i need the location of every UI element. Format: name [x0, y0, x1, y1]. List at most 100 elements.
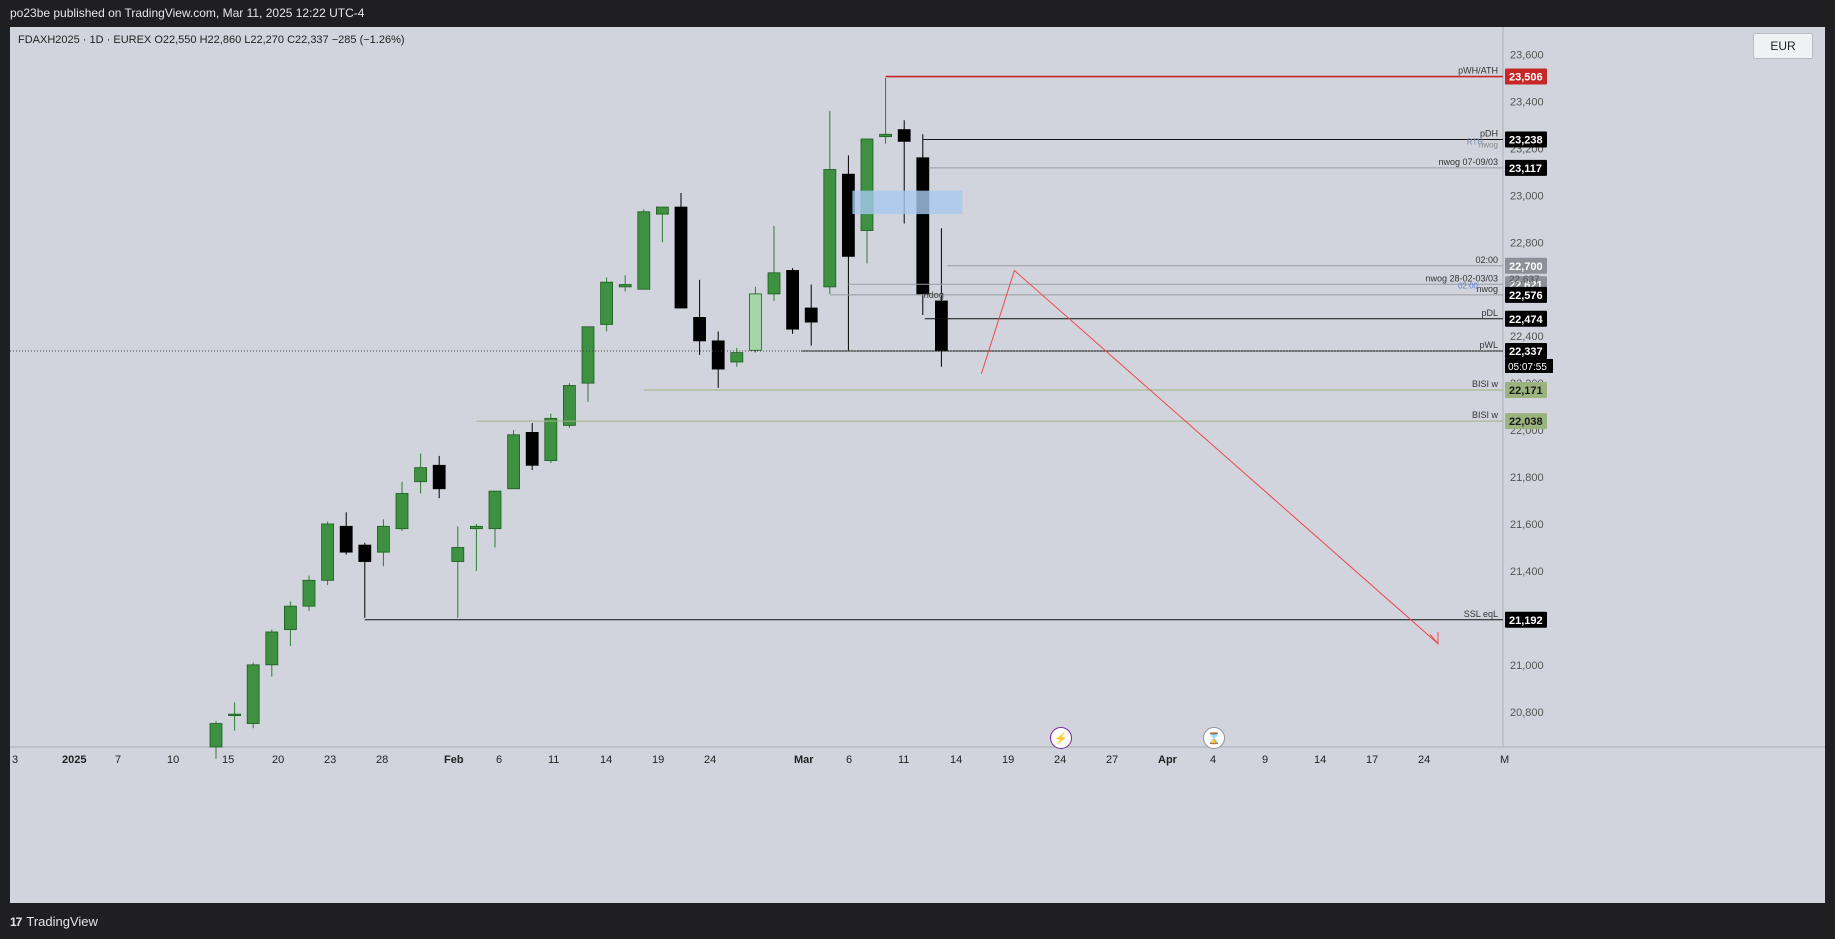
level-label: pDL [1481, 308, 1498, 318]
candle-body [283, 605, 297, 631]
level-label: nwog 07-09/03 [1438, 157, 1498, 167]
y-tick-label: 20,800 [1510, 707, 1544, 719]
x-tick-label: Mar [794, 754, 814, 766]
x-tick-label: 14 [950, 754, 962, 766]
x-tick-label: 14 [600, 754, 612, 766]
time-0200-label: 02:00 [1458, 281, 1479, 290]
nwog-small-label: nwog [1479, 140, 1498, 149]
x-tick-label: 24 [1418, 754, 1430, 766]
chart-area[interactable]: 20,80021,00021,20021,40021,60021,80022,0… [10, 27, 1825, 903]
candle-body [637, 211, 651, 290]
candle-body [618, 284, 632, 288]
currency-button[interactable]: EUR [1753, 33, 1813, 59]
x-tick-label: 24 [704, 754, 716, 766]
candle-body [395, 493, 409, 530]
price-tag [1505, 257, 1547, 274]
price-tag-text: 22,474 [1509, 314, 1544, 326]
candle-body [860, 138, 874, 231]
high-value: H22,860 [199, 34, 242, 46]
price-tag [1505, 131, 1547, 148]
x-tick-label: 19 [1002, 754, 1014, 766]
x-tick-label: 23 [324, 754, 336, 766]
candle-body [916, 157, 930, 295]
candle-body [563, 385, 576, 426]
logo-mark: 17 [10, 914, 22, 929]
projection-arrow-head [1429, 631, 1439, 646]
candlestick-chart[interactable]: 20,80021,00021,20021,40021,60021,80022,0… [10, 27, 1825, 903]
x-tick-label: 6 [846, 754, 852, 766]
low-value: L22,270 [244, 34, 285, 46]
level-label: 02:00 [1475, 255, 1498, 265]
price-tag [1505, 68, 1547, 85]
candle-body [674, 206, 688, 309]
price-tag-text: 22,038 [1509, 416, 1543, 428]
candle-body [693, 316, 706, 342]
x-tick-label: 24 [1054, 754, 1066, 766]
candle-body [786, 270, 799, 330]
candle-body [414, 467, 428, 483]
x-tick-label: M [1500, 754, 1509, 766]
candle-body [767, 272, 781, 295]
price-tag [1505, 310, 1547, 327]
price-tag-text: 22,337 [1509, 346, 1543, 358]
level-label: nwog 28-02-03/03 [1425, 273, 1498, 283]
x-tick-label: 19 [652, 754, 664, 766]
hidden-price-label: 22,637 [1509, 275, 1540, 286]
x-tick-label: 10 [167, 754, 179, 766]
countdown-tag [1505, 358, 1553, 373]
y-tick-label: 21,800 [1510, 472, 1544, 484]
candle-body [581, 326, 595, 384]
candle-body [842, 173, 855, 257]
hourglass-icon[interactable]: ⌛ [1203, 727, 1225, 749]
candle-body [600, 281, 613, 325]
x-tick-label: 15 [222, 754, 234, 766]
price-tag [1505, 611, 1547, 628]
publish-header: po23be published on TradingView.com, Mar… [0, 0, 1835, 27]
y-tick-label: 22,400 [1510, 331, 1544, 343]
price-tag [1505, 286, 1547, 303]
lightning-icon[interactable]: ⚡ [1050, 727, 1072, 749]
price-tag-text: 22,700 [1509, 261, 1543, 273]
level-label: nwog [1476, 284, 1498, 294]
candle-body [507, 434, 521, 490]
ohlc-legend: FDAXH2025 · 1D · EUREX O22,550 H22,860 L… [18, 34, 405, 46]
x-tick-label: 3 [12, 754, 18, 766]
change-value: −285 (−1.26%) [331, 34, 405, 46]
candle-body [209, 723, 223, 748]
price-tag [1505, 159, 1547, 176]
candle-body [451, 547, 465, 562]
candle-body [339, 525, 353, 553]
level-label: SSL eqL [1464, 609, 1498, 619]
countdown-text: 05:07:55 [1508, 362, 1547, 373]
level-label: pDH [1480, 128, 1498, 138]
fvg-zone [852, 190, 963, 215]
candle-body [488, 490, 502, 530]
price-tag-text: 23,506 [1509, 72, 1543, 84]
published-text: po23be published on TradingView.com, Mar… [10, 6, 365, 20]
ndog-label: ndog [924, 290, 944, 300]
level-label: pWL [1479, 340, 1498, 350]
candle-body [656, 206, 669, 215]
x-tick-label: 27 [1106, 754, 1118, 766]
x-tick-label: 4 [1210, 754, 1216, 766]
candle-body [804, 307, 818, 323]
x-tick-label: 11 [548, 754, 559, 766]
x-tick-label: 6 [496, 754, 502, 766]
candle-body [544, 417, 558, 462]
price-tag [1505, 342, 1547, 359]
y-tick-label: 21,600 [1510, 519, 1544, 531]
y-tick-label: 21,000 [1510, 660, 1544, 672]
candle-body [265, 631, 279, 666]
y-tick-label: 22,800 [1510, 237, 1544, 249]
candle-body [246, 664, 260, 724]
rth-label: RTH [1467, 137, 1484, 146]
candle-body [711, 340, 725, 370]
candle-body [897, 129, 911, 142]
level-label: BISI w [1472, 379, 1499, 389]
y-tick-label: 21,400 [1510, 566, 1544, 578]
y-tick-label: 23,600 [1510, 49, 1544, 61]
price-tag-text: 22,171 [1509, 385, 1543, 397]
tradingview-logo[interactable]: 17 TradingView [10, 914, 98, 929]
candle-body [302, 579, 316, 607]
x-tick-label: 17 [1366, 754, 1378, 766]
